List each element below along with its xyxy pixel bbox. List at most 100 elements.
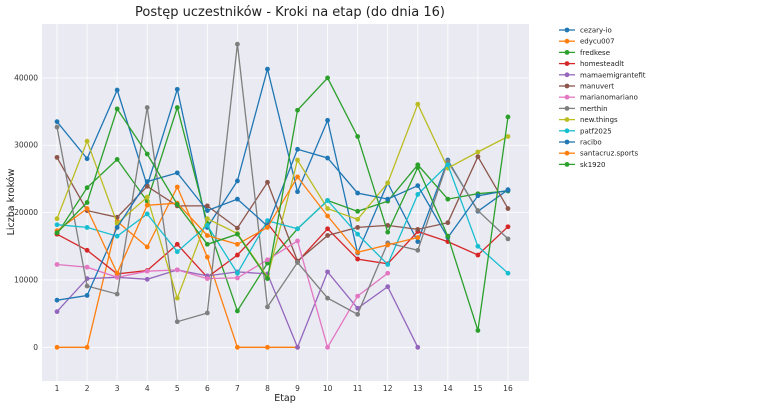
x-tick-label: 1 — [55, 384, 60, 393]
data-point-santacruz-sports — [415, 235, 421, 240]
data-point-merthin — [174, 319, 180, 325]
data-point-merthin — [235, 41, 240, 47]
data-point-patf2025 — [114, 233, 120, 239]
data-point-sk1920 — [385, 229, 391, 235]
data-point-patf2025 — [204, 223, 210, 228]
data-point-santacruz-sports — [144, 202, 150, 208]
data-point-fredkese — [235, 308, 240, 314]
legend: cezary-io edycu007 fredkese homesteadlt mama… — [559, 27, 646, 169]
legend-marker-santacruz-sports — [564, 150, 570, 156]
data-point-sk1920 — [84, 200, 90, 205]
legend-label-fredkese: fredkese — [580, 49, 610, 57]
data-point-new-things — [385, 180, 391, 186]
x-tick-label: 2 — [85, 384, 90, 393]
ticks: 1 2 3 4 5 6 7 8 9 10 11 12 13 14 15 1601000020000300004… — [14, 73, 513, 393]
series-line-homesteadlt — [56, 222, 509, 279]
x-tick-label: 7 — [235, 384, 240, 393]
data-point-merthin — [415, 247, 421, 253]
data-point-fredkese — [114, 156, 120, 162]
data-point-fredkese — [174, 105, 180, 110]
x-tick-label: 3 — [115, 384, 120, 393]
legend-label-homesteadlt: homesteadlt — [580, 60, 624, 68]
data-point-sk1920 — [445, 233, 451, 239]
data-point-new-things — [355, 216, 361, 222]
data-point-patf2025 — [475, 243, 481, 249]
data-point-homesteadlt — [174, 241, 180, 247]
y-tick-label: 10000 — [14, 275, 38, 284]
x-tick-label: 12 — [383, 384, 393, 393]
data-point-racibo — [325, 155, 330, 161]
x-tick-label: 16 — [503, 384, 513, 393]
legend-label-edycu007: edycu007 — [580, 38, 615, 46]
legend-label-santacruz-sports: santacruz.sports — [580, 150, 638, 158]
data-point-new-things — [415, 101, 421, 107]
data-point-racibo — [475, 193, 481, 199]
data-point-merthin — [144, 105, 150, 110]
data-point-sk1920 — [295, 107, 300, 113]
data-point-santacruz-sports — [235, 241, 240, 247]
series-line-marianomariano — [56, 239, 389, 349]
data-point-patf2025 — [385, 262, 391, 267]
data-point-racibo — [54, 297, 60, 303]
y-tick-label: 0 — [33, 343, 38, 352]
data-point-cezary-io — [235, 178, 240, 184]
legend-label-mamaemigrantefit: mamaemigrantefit — [580, 71, 646, 79]
data-point-cezary-io — [84, 156, 90, 162]
series-line-new-things — [56, 102, 509, 301]
x-axis-label: Etap — [274, 393, 296, 404]
data-point-new-things — [325, 206, 330, 211]
data-point-racibo — [505, 187, 511, 193]
data-point-homesteadlt — [235, 252, 240, 258]
data-point-homesteadlt — [505, 224, 511, 230]
x-tick-label: 11 — [353, 384, 363, 393]
data-point-mamaemigrantefit — [295, 344, 300, 350]
data-point-patf2025 — [355, 231, 361, 237]
legend-label-merthin: merthin — [580, 105, 608, 113]
data-point-manuvert — [325, 233, 330, 238]
data-point-patf2025 — [54, 222, 60, 228]
data-point-new-things — [475, 149, 481, 155]
legend-label-marianomariano: marianomariano — [580, 94, 638, 102]
data-point-racibo — [385, 196, 391, 202]
data-point-merthin — [84, 283, 90, 289]
data-point-patf2025 — [445, 162, 451, 168]
data-point-santacruz-sports — [355, 249, 361, 255]
x-tick-label: 4 — [145, 384, 150, 393]
legend-marker-patf2025 — [564, 128, 570, 134]
data-point-marianomariano — [295, 238, 300, 244]
x-tick-label: 6 — [205, 384, 210, 393]
data-point-merthin — [475, 208, 481, 213]
data-point-merthin — [265, 304, 270, 310]
legend-marker-new-things — [564, 117, 570, 122]
data-point-marianomariano — [84, 264, 90, 270]
data-point-edycu007 — [54, 344, 60, 350]
legend-marker-sk1920 — [564, 162, 570, 167]
data-point-sk1920 — [174, 202, 180, 207]
x-tick-label: 15 — [473, 384, 483, 393]
x-tick-label: 5 — [175, 384, 180, 393]
x-tick-label: 10 — [323, 384, 333, 393]
data-point-mamaemigrantefit — [54, 309, 60, 315]
data-point-merthin — [355, 311, 361, 317]
data-point-patf2025 — [505, 270, 511, 276]
data-point-sk1920 — [144, 151, 150, 157]
data-point-manuvert — [475, 154, 481, 160]
data-point-merthin — [325, 295, 330, 301]
data-point-edycu007 — [174, 184, 180, 190]
legend-marker-edycu007 — [564, 38, 570, 44]
legend-label-patf2025: patf2025 — [580, 127, 612, 135]
data-point-manuvert — [144, 183, 150, 189]
data-point-sk1920 — [204, 241, 210, 247]
data-point-manuvert — [445, 220, 451, 226]
data-point-marianomariano — [144, 268, 150, 274]
data-point-patf2025 — [144, 211, 150, 217]
series-line-merthin — [56, 44, 509, 323]
data-point-santacruz-sports — [84, 206, 90, 211]
y-tick-label: 30000 — [14, 141, 38, 150]
legend-marker-homesteadlt — [564, 61, 570, 66]
data-point-manuvert — [54, 154, 60, 160]
data-point-new-things — [54, 216, 60, 222]
legend-marker-merthin — [564, 106, 570, 111]
y-tick-label: 20000 — [14, 208, 38, 217]
